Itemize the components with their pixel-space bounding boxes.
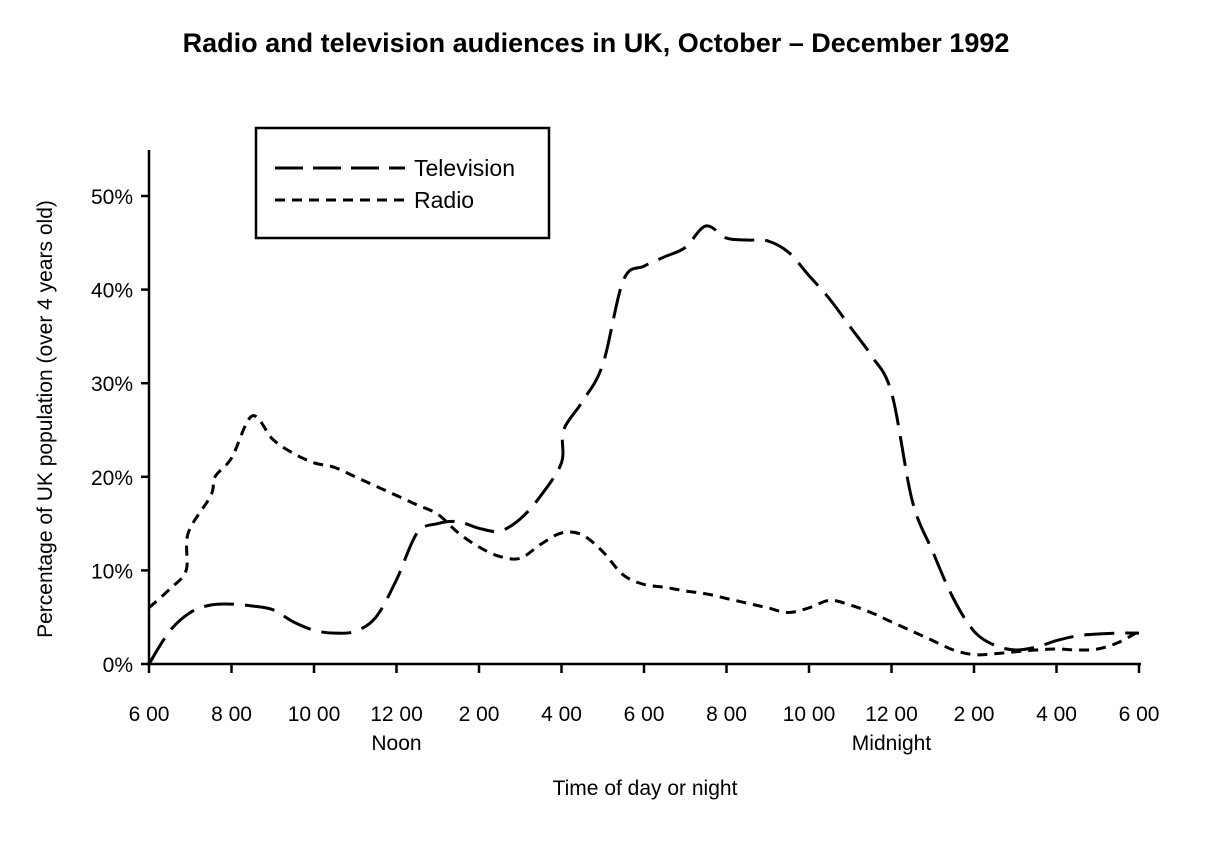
y-tick-label: 50%	[91, 186, 133, 209]
x-axis-label: Time of day or night	[553, 777, 738, 800]
y-tick-label: 10%	[91, 560, 133, 583]
x-tick-label: 2 00	[459, 703, 500, 726]
x-annotation-label: Noon	[371, 732, 421, 755]
legend-box	[254, 126, 551, 240]
x-tick-label: 6 00	[1119, 703, 1160, 726]
y-axis-ticks: 0% 10% 20% 30% 40% 50%	[91, 186, 149, 677]
x-tick-label: 12 00	[370, 703, 423, 726]
x-tick-label: 12 00	[865, 703, 918, 726]
legend-label-television: Television	[414, 155, 515, 181]
plot-series	[147, 224, 1140, 665]
chart-title: Radio and television audiences in UK, Oc…	[183, 28, 1010, 58]
legend: Television Radio	[254, 126, 551, 240]
y-tick-label: 20%	[91, 467, 133, 490]
x-tick-label: 10 00	[288, 703, 341, 726]
x-axis-annotations: Noon Midnight	[371, 732, 931, 755]
x-annotation-label: Midnight	[852, 732, 932, 755]
series-line-radio	[147, 414, 1140, 657]
x-axis-ticks: 6 00 8 00 10 00 12 00 2 00 4 00 6 00 8 00 10 00 1…	[129, 664, 1160, 726]
y-axis-label: Percentage of UK population (over 4 year…	[34, 200, 57, 638]
x-tick-label: 10 00	[783, 703, 836, 726]
series-line-television	[147, 224, 1140, 665]
legend-label-radio: Radio	[414, 187, 474, 213]
x-tick-label: 2 00	[954, 703, 995, 726]
x-tick-label: 6 00	[129, 703, 170, 726]
x-tick-label: 8 00	[211, 703, 252, 726]
y-tick-label: 0%	[103, 654, 133, 677]
x-tick-label: 8 00	[706, 703, 747, 726]
y-tick-label: 40%	[91, 280, 133, 303]
x-tick-label: 6 00	[624, 703, 665, 726]
x-tick-label: 4 00	[541, 703, 582, 726]
x-tick-label: 4 00	[1036, 703, 1077, 726]
y-tick-label: 30%	[91, 373, 133, 396]
